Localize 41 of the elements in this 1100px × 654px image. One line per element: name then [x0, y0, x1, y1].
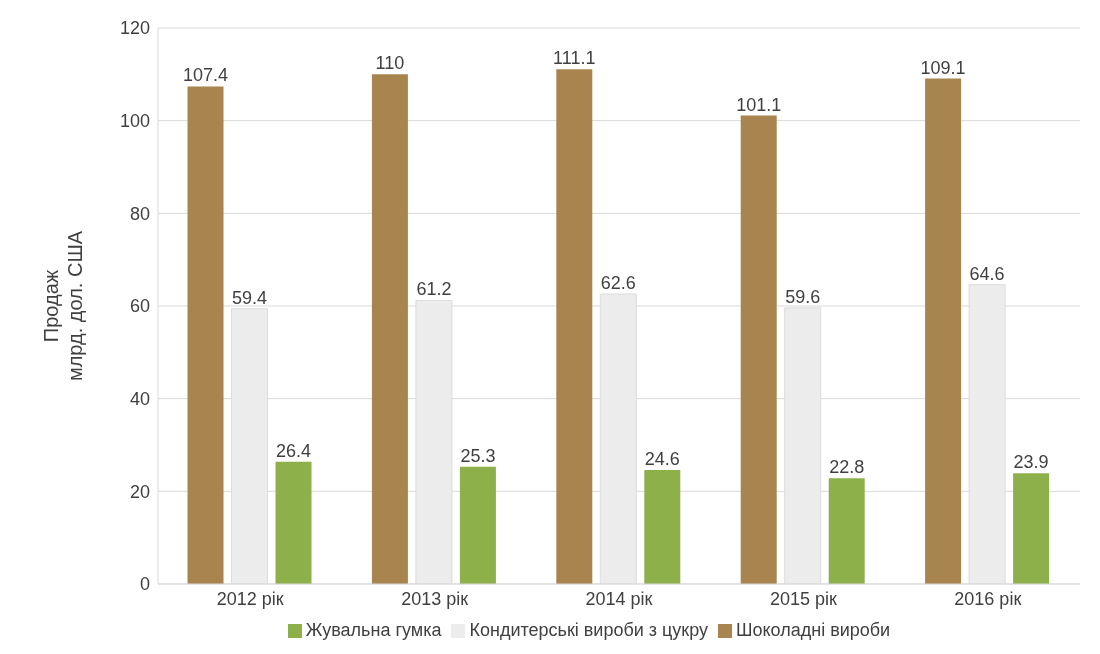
bar: [740, 115, 777, 584]
data-label: 23.9: [1013, 452, 1049, 473]
data-label: 109.1: [920, 57, 966, 78]
data-label: 111.1: [553, 48, 596, 69]
y-tick-label: 60: [129, 296, 150, 317]
bar: [644, 470, 681, 584]
legend-label: Жувальна гумка: [305, 620, 442, 640]
data-label: 61.2: [416, 279, 452, 300]
bar: [1013, 473, 1050, 584]
x-tick-label: 2015 рік: [769, 588, 837, 609]
bar: [187, 86, 224, 584]
bar: [828, 478, 865, 584]
y-tick-label: 80: [129, 203, 150, 224]
data-label: 64.6: [969, 263, 1005, 284]
y-tick-label: 100: [119, 111, 150, 132]
bar: [275, 461, 312, 584]
data-label: 101.1: [736, 94, 782, 115]
data-label: 62.6: [600, 272, 636, 293]
data-label: 22.8: [829, 457, 865, 478]
data-label: 25.3: [460, 445, 496, 466]
bar: [371, 74, 408, 584]
y-tick-label: 20: [129, 481, 150, 502]
x-tick-label: 2013 рік: [401, 588, 469, 609]
x-tick-label: 2014 рік: [585, 588, 653, 609]
data-label: 59.6: [785, 286, 821, 307]
bar: [925, 78, 962, 584]
y-tick-label: 40: [129, 389, 150, 410]
legend-label: Шоколадні вироби: [736, 620, 891, 640]
data-label: 110: [375, 53, 405, 74]
y-tick-label: 120: [119, 18, 150, 39]
legend-label: Кондитерські вироби з цукру: [469, 620, 709, 640]
x-tick-label: 2012 рік: [216, 588, 284, 609]
y-axis-title: Продаж млрд. дол. США: [40, 230, 86, 382]
data-label: 59.4: [231, 287, 268, 308]
y-tick-label: 0: [139, 574, 150, 595]
x-tick-label: 2016 рік: [954, 588, 1022, 609]
bar: [459, 466, 496, 584]
bar: [556, 69, 593, 584]
data-label: 26.4: [275, 440, 312, 461]
data-label: 107.4: [182, 65, 229, 86]
data-label: 24.6: [644, 449, 680, 470]
